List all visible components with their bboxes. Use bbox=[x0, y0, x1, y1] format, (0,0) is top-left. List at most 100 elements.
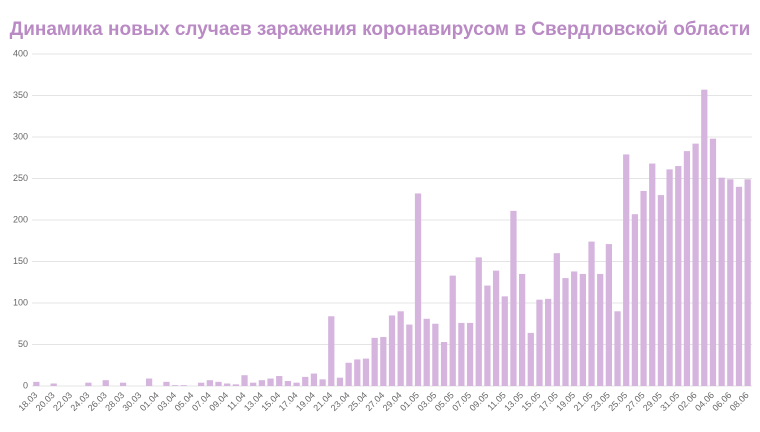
x-tick-label: 13.04 bbox=[242, 390, 265, 413]
bar bbox=[501, 296, 508, 386]
bar bbox=[692, 143, 699, 386]
bar bbox=[536, 299, 543, 386]
bar bbox=[545, 298, 552, 386]
x-tick-label: 03.04 bbox=[155, 390, 178, 413]
bar bbox=[180, 385, 187, 386]
bar bbox=[623, 154, 630, 386]
x-tick-label: 03.05 bbox=[415, 390, 438, 413]
bar bbox=[510, 210, 517, 386]
bar bbox=[492, 270, 500, 386]
bar bbox=[380, 337, 387, 386]
x-tick-label: 23.05 bbox=[589, 390, 612, 413]
bar bbox=[241, 375, 248, 386]
chart-title: Динамика новых случаев заражения коронав… bbox=[10, 19, 751, 40]
x-tick-label: 15.05 bbox=[520, 390, 543, 413]
x-tick-label: 30.03 bbox=[121, 390, 144, 413]
y-tick-label: 100 bbox=[13, 297, 28, 307]
x-tick-label: 25.04 bbox=[346, 390, 369, 413]
x-tick-label: 21.04 bbox=[311, 390, 334, 413]
x-tick-label: 07.05 bbox=[450, 390, 473, 413]
bar bbox=[267, 378, 274, 386]
bar bbox=[440, 342, 448, 386]
bar bbox=[414, 193, 422, 386]
x-tick-label: 04.06 bbox=[693, 390, 716, 413]
bar bbox=[640, 190, 647, 386]
bar bbox=[597, 273, 604, 386]
bar bbox=[423, 318, 430, 386]
x-tick-label: 15.04 bbox=[259, 390, 282, 413]
bar bbox=[527, 332, 534, 386]
bar bbox=[458, 322, 465, 386]
bar bbox=[518, 273, 526, 386]
bar bbox=[284, 381, 292, 386]
x-tick-label: 05.04 bbox=[173, 390, 196, 413]
bar bbox=[50, 383, 57, 386]
bar bbox=[605, 244, 612, 386]
bar bbox=[388, 315, 396, 386]
bar bbox=[258, 380, 266, 386]
bar bbox=[328, 316, 335, 386]
bar bbox=[206, 380, 213, 386]
bar bbox=[406, 324, 413, 386]
bar bbox=[119, 382, 127, 386]
bar bbox=[571, 271, 578, 386]
bar bbox=[735, 186, 743, 386]
x-tick-label: 28.03 bbox=[103, 390, 126, 413]
x-tick-label: 07.04 bbox=[190, 390, 213, 413]
bar bbox=[354, 359, 361, 386]
bar bbox=[145, 378, 153, 386]
bar bbox=[718, 177, 725, 386]
bar bbox=[614, 311, 621, 386]
bar bbox=[362, 358, 370, 386]
bar bbox=[657, 195, 665, 386]
x-tick-label: 02.06 bbox=[676, 390, 699, 413]
x-tick-label: 17.04 bbox=[277, 390, 300, 413]
x-tick-label: 26.03 bbox=[86, 390, 109, 413]
bar bbox=[172, 385, 179, 386]
y-tick-label: 150 bbox=[13, 256, 28, 266]
bar bbox=[744, 179, 751, 386]
bar bbox=[224, 383, 231, 386]
x-tick-label: 27.04 bbox=[363, 390, 386, 413]
bar bbox=[432, 323, 439, 386]
x-tick-label: 19.04 bbox=[294, 390, 317, 413]
x-tick-label: 13.05 bbox=[502, 390, 525, 413]
bar bbox=[562, 278, 569, 386]
x-tick-label: 09.05 bbox=[468, 390, 491, 413]
bar bbox=[553, 253, 560, 386]
bar bbox=[675, 166, 682, 386]
bar bbox=[232, 384, 239, 386]
x-tick-label: 01.05 bbox=[398, 390, 421, 413]
bar bbox=[250, 382, 257, 386]
bar bbox=[102, 380, 109, 386]
x-tick-label: 20.03 bbox=[34, 390, 57, 413]
y-tick-label: 300 bbox=[13, 131, 28, 141]
x-tick-label: 01.04 bbox=[138, 390, 161, 413]
y-tick-label: 0 bbox=[23, 380, 28, 390]
x-tick-label: 24.03 bbox=[68, 390, 91, 413]
bar bbox=[336, 377, 344, 386]
bar bbox=[215, 381, 222, 386]
bar bbox=[310, 373, 318, 386]
x-tick-label: 18.03 bbox=[16, 390, 39, 413]
bar bbox=[302, 376, 309, 386]
x-tick-label: 06.06 bbox=[710, 390, 733, 413]
bar bbox=[397, 311, 404, 386]
bar bbox=[466, 322, 474, 386]
x-tick-label: 08.06 bbox=[728, 390, 751, 413]
bar bbox=[666, 169, 673, 386]
bar bbox=[709, 138, 717, 386]
bar bbox=[727, 179, 734, 386]
bar bbox=[579, 273, 586, 386]
bar bbox=[371, 337, 378, 386]
bar bbox=[588, 241, 595, 386]
x-tick-label: 29.04 bbox=[381, 390, 404, 413]
y-tick-label: 200 bbox=[13, 214, 28, 224]
x-tick-label: 31.05 bbox=[658, 390, 681, 413]
bar bbox=[85, 382, 92, 386]
bar bbox=[484, 285, 491, 386]
bar bbox=[276, 376, 283, 386]
bar bbox=[449, 275, 456, 386]
bar bbox=[33, 381, 40, 386]
